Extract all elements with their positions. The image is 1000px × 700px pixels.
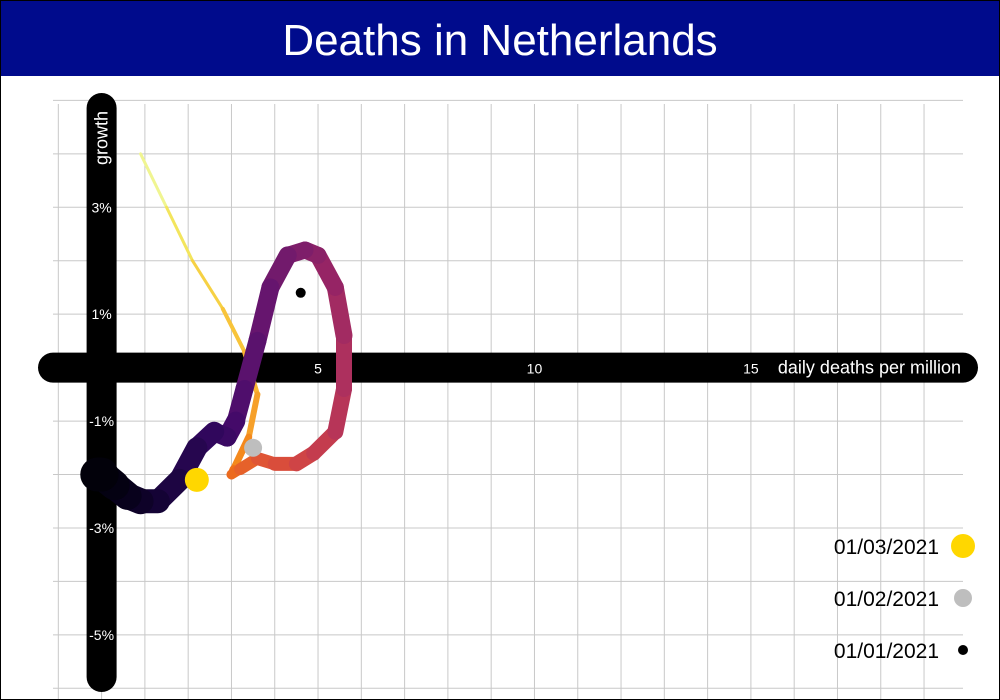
y-tick-label: 1% — [91, 306, 111, 322]
chart-title: Deaths in Netherlands — [282, 15, 718, 65]
axes: 5 10 15 daily deaths per million 3% 1% -1% -3% -… — [38, 93, 978, 692]
series-segment — [191, 259, 225, 311]
y-tick-label: -3% — [89, 520, 114, 536]
grid — [53, 99, 963, 699]
legend-label: 01/02/2021 — [834, 588, 939, 611]
x-tick-label: 15 — [743, 361, 759, 377]
y-axis-label: growth — [92, 111, 112, 165]
series-segment — [165, 205, 195, 263]
y-tick-label: 3% — [91, 199, 111, 215]
series-segment — [220, 306, 247, 354]
legend: 01/03/2021 01/02/2021 01/01/2021 — [834, 534, 975, 663]
x-axis-label: daily deaths per million — [778, 358, 961, 378]
x-tick-label: 10 — [527, 361, 543, 377]
legend-label: 01/03/2021 — [834, 536, 939, 559]
series — [80, 152, 353, 515]
legend-marker — [951, 534, 975, 558]
y-tick-label: -5% — [89, 627, 114, 643]
legend-marker — [958, 645, 968, 655]
date-marker — [184, 467, 209, 492]
date-marker — [244, 438, 263, 457]
title-bar: Deaths in Netherlands — [1, 1, 999, 76]
legend-label: 01/01/2021 — [834, 640, 939, 663]
date-marker — [295, 287, 306, 298]
y-tick-label: -1% — [89, 413, 114, 429]
markers — [184, 287, 306, 492]
series-segment — [139, 152, 169, 209]
x-tick-label: 5 — [314, 361, 322, 377]
series-segment — [248, 278, 280, 350]
legend-marker — [954, 589, 972, 607]
series-segment — [245, 391, 261, 441]
